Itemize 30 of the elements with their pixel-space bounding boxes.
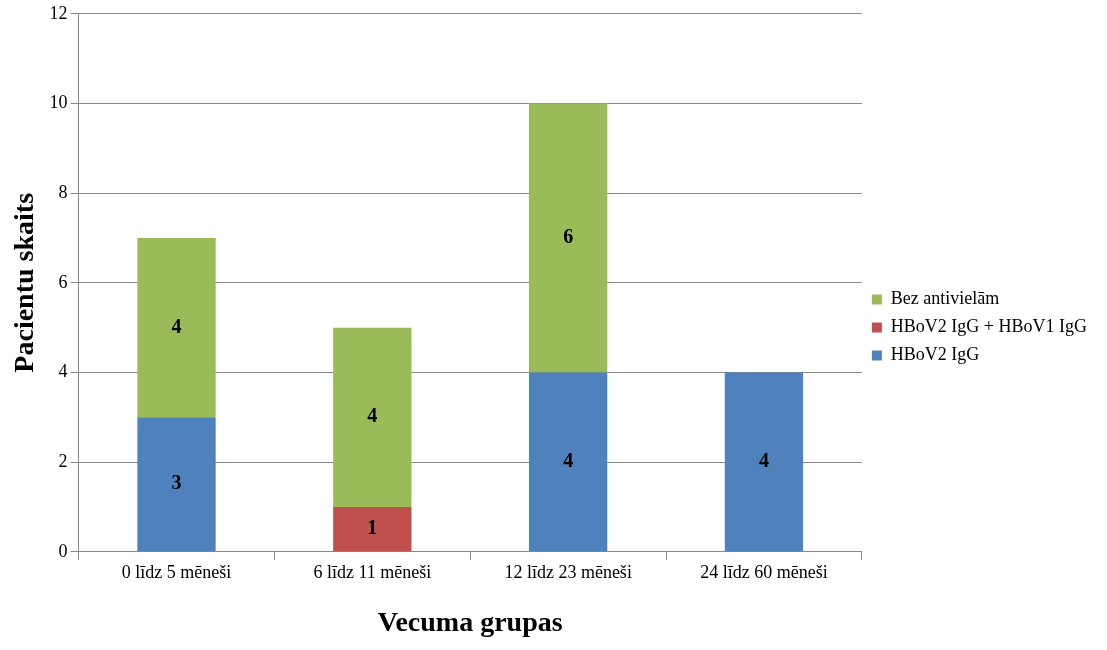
y-tick-label: 2 [58,450,68,471]
legend-label: HBoV2 IgG + HBoV1 IgG [890,316,1088,337]
x-tick-label: 24 līdz 60 mēneši [700,562,828,583]
data-label: 4 [171,314,182,337]
bar [333,327,412,507]
y-tick-label: 10 [49,92,68,113]
bar [528,103,608,373]
bar [724,372,804,552]
data-label: 1 [367,516,378,539]
x-tick-label: 0 līdz 5 mēneši [121,562,232,583]
legend-label: Bez antivielām [890,288,1000,309]
x-tick-label: 6 līdz 11 mēneši [313,562,432,583]
bar [333,506,412,552]
data-label: 4 [758,449,769,472]
y-tick-label: 6 [58,271,68,292]
y-tick-label: 12 [49,2,68,23]
bar [137,237,216,418]
x-tick-label: 12 līdz 23 mēneši [504,562,632,583]
bar [137,417,216,552]
y-tick-label: 0 [58,540,68,561]
data-label: 4 [563,449,574,472]
data-label: 3 [171,471,182,494]
data-label: 4 [367,404,378,427]
y-axis-title: Pacientu skaits [8,192,40,373]
bar [528,372,608,552]
y-tick-label: 4 [58,361,68,382]
data-label: 6 [563,225,574,248]
y-tick-label: 8 [58,181,68,202]
legend-label: HBoV2 IgG [890,344,980,365]
x-axis-title: Vecuma grupas [377,606,563,638]
